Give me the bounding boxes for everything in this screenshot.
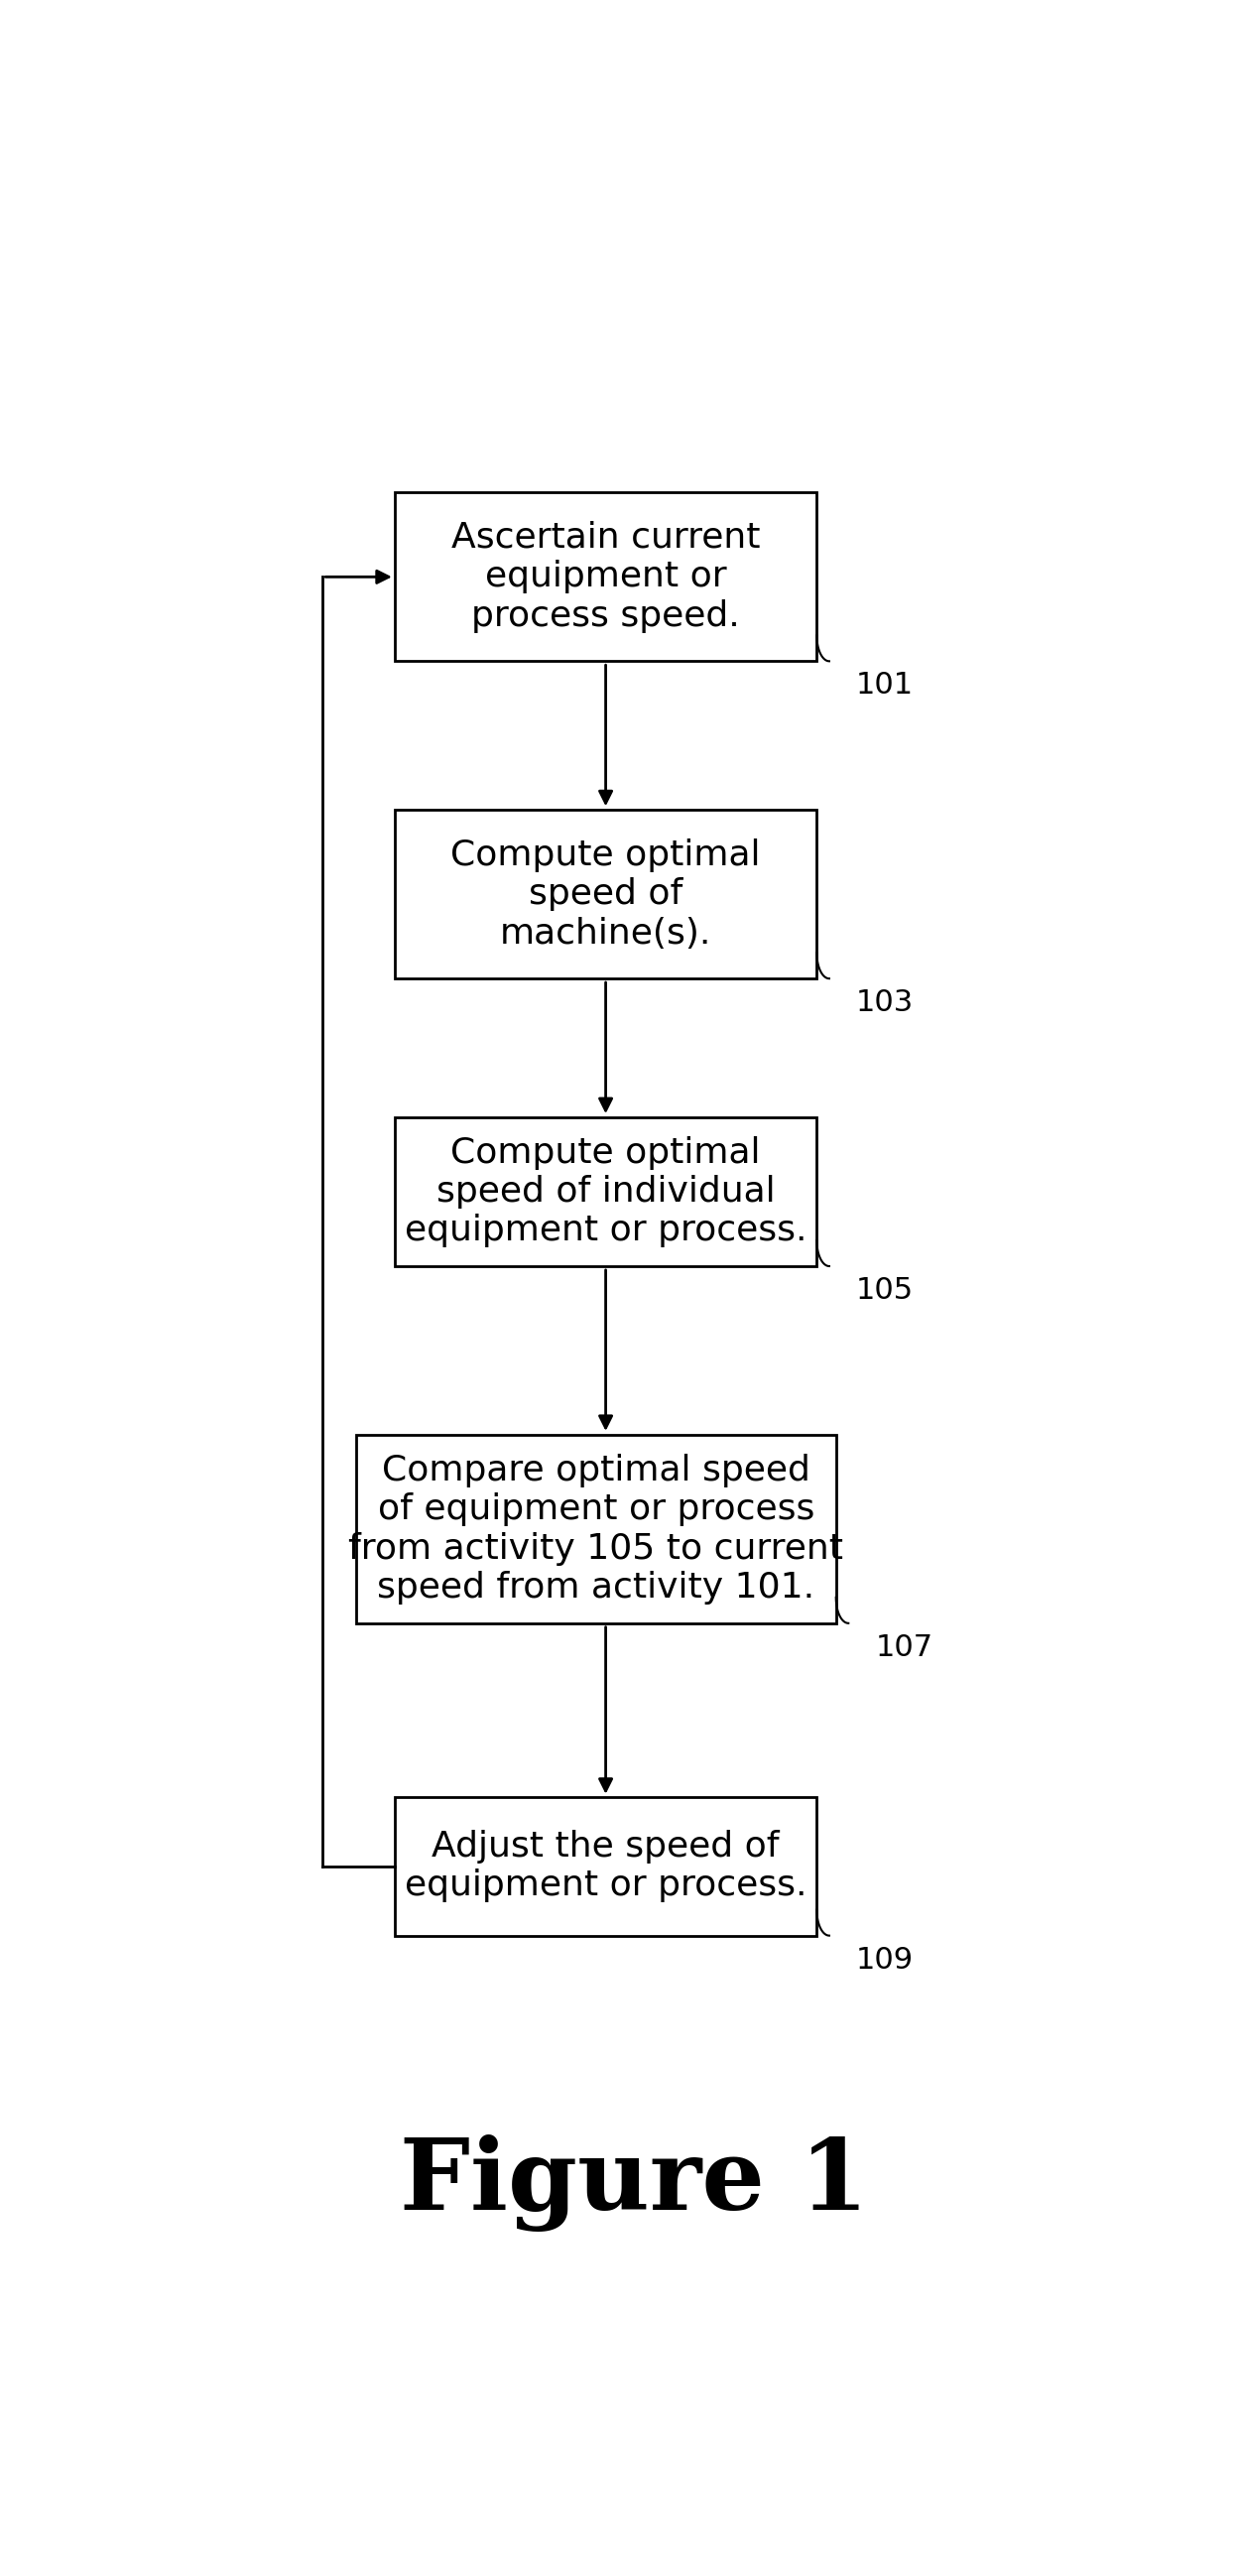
Bar bbox=[395, 809, 817, 979]
Bar bbox=[395, 1798, 817, 1935]
Bar bbox=[395, 1118, 817, 1267]
Text: Compare optimal speed
of equipment or process
from activity 105 to current
speed: Compare optimal speed of equipment or pr… bbox=[349, 1453, 843, 1605]
Text: Adjust the speed of
equipment or process.: Adjust the speed of equipment or process… bbox=[405, 1829, 807, 1904]
Text: 103: 103 bbox=[857, 989, 914, 1018]
Text: Compute optimal
speed of
machine(s).: Compute optimal speed of machine(s). bbox=[451, 837, 760, 951]
Bar bbox=[395, 492, 817, 662]
Text: 109: 109 bbox=[857, 1945, 914, 1973]
Text: Figure 1: Figure 1 bbox=[400, 2136, 869, 2233]
Bar bbox=[357, 1435, 836, 1623]
Text: Ascertain current
equipment or
process speed.: Ascertain current equipment or process s… bbox=[451, 520, 760, 634]
Text: Compute optimal
speed of individual
equipment or process.: Compute optimal speed of individual equi… bbox=[405, 1136, 807, 1247]
Text: 101: 101 bbox=[857, 672, 914, 701]
Text: 107: 107 bbox=[875, 1633, 933, 1662]
Text: 105: 105 bbox=[857, 1275, 914, 1306]
